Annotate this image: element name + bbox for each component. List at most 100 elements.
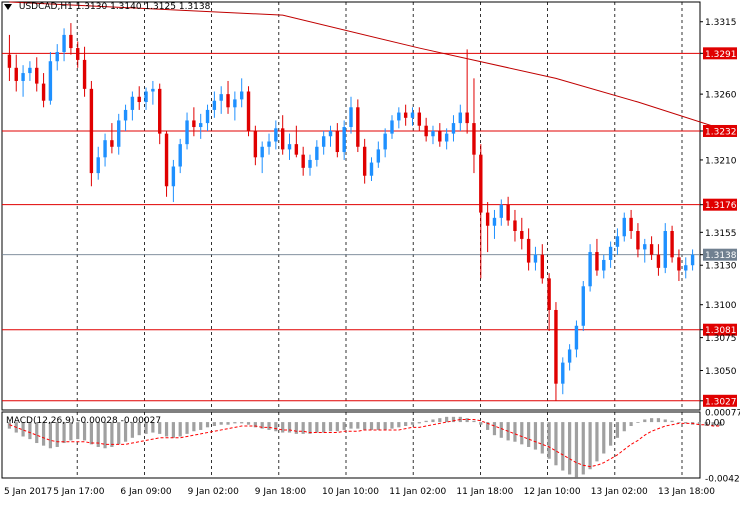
macd-histogram-bar	[451, 416, 456, 423]
macd-histogram-bar	[383, 422, 387, 430]
macd-main-value: -0.00028	[77, 416, 118, 426]
candle-body	[403, 112, 408, 118]
macd-histogram-bar	[363, 422, 367, 430]
x-tick-label: 5 Jan 2017	[4, 487, 52, 497]
macd-histogram-bar	[89, 422, 93, 445]
macd-histogram-bar	[615, 422, 620, 438]
macd-histogram-bar	[151, 422, 155, 433]
macd-histogram-bar	[158, 422, 162, 434]
macd-histogram-bar	[205, 422, 210, 428]
candle-body	[178, 144, 182, 167]
macd-histogram-bar	[164, 422, 169, 437]
macd-histogram-bar	[41, 422, 46, 446]
candle-body	[472, 123, 476, 155]
candle-body	[260, 146, 264, 158]
macd-histogram-bar	[62, 422, 66, 444]
macd-histogram-bar	[643, 419, 647, 423]
macd-histogram-bar	[684, 422, 688, 424]
level-price-label: 1.3027	[705, 397, 737, 407]
macd-histogram-bar	[595, 422, 599, 462]
macd-histogram-bar	[663, 419, 667, 423]
candle-body	[205, 109, 210, 124]
candle-body	[212, 100, 217, 110]
candle-body	[158, 88, 162, 134]
candle-body	[349, 107, 353, 128]
candle-body	[267, 141, 271, 147]
candle-body	[690, 254, 695, 266]
candle-body	[431, 130, 435, 137]
macd-histogram-bar	[622, 422, 626, 432]
macd-histogram-bar	[315, 422, 319, 433]
candle-body	[7, 54, 12, 68]
macd-histogram-bar	[397, 422, 401, 428]
macd-histogram-bar	[574, 422, 579, 478]
y-tick-label: 1.3100	[705, 301, 737, 311]
candle-body	[677, 257, 681, 271]
macd-histogram-bar	[260, 422, 264, 429]
macd-histogram-bar	[335, 422, 339, 432]
candle-body	[130, 96, 135, 110]
macd-histogram-bar	[342, 422, 346, 430]
candle-body	[280, 128, 285, 150]
macd-histogram-bar	[410, 422, 415, 425]
candle-body	[294, 144, 299, 155]
macd-histogram-bar	[212, 422, 216, 427]
macd-histogram-bar	[48, 422, 53, 449]
macd-histogram-bar	[649, 418, 654, 423]
candle-body	[246, 91, 251, 131]
candle-body	[492, 217, 497, 226]
candle-body	[622, 217, 626, 237]
candle-body	[239, 91, 244, 100]
candle-body	[520, 231, 524, 239]
candle-body	[554, 309, 558, 384]
level-price-box	[703, 394, 737, 407]
macd-histogram-bar	[246, 422, 251, 425]
macd-histogram-bar	[281, 422, 285, 433]
candle-body	[137, 96, 141, 103]
symbol-label: USDCAD,H1	[18, 2, 73, 12]
candle-body	[547, 278, 551, 310]
candle-body	[390, 120, 394, 134]
candle-body	[321, 136, 326, 147]
macd-signal-value: -0.00027	[120, 416, 162, 426]
candle-body	[185, 120, 189, 145]
macd-histogram-bar	[527, 422, 531, 447]
macd-histogram-bar	[568, 422, 572, 475]
macd-histogram-bar	[561, 422, 565, 471]
macd-histogram-bar	[520, 422, 524, 445]
x-tick-label: 6 Jan 09:00	[120, 487, 172, 497]
macd-histogram-bar	[7, 422, 12, 429]
macd-histogram-bar	[137, 422, 141, 436]
candle-body	[35, 67, 39, 84]
candle-body	[424, 125, 428, 137]
candle-body	[397, 112, 401, 121]
macd-histogram-bar	[69, 422, 73, 441]
macd-histogram-bar	[472, 420, 476, 423]
macd-histogram-bar	[185, 422, 189, 434]
macd-histogram-bar	[82, 422, 87, 441]
candle-body	[649, 244, 654, 255]
candle-body	[684, 265, 688, 271]
macd-histogram-bar	[588, 422, 592, 470]
candle-body	[103, 140, 107, 158]
y-tick-label: 1.3050	[705, 367, 737, 377]
macd-histogram-bar	[28, 422, 32, 440]
macd-histogram-bar	[438, 418, 442, 423]
macd-histogram-bar	[636, 422, 640, 423]
candle-body	[274, 128, 278, 142]
candle-body	[369, 162, 374, 176]
macd-histogram-bar	[144, 422, 148, 434]
x-tick-label: 11 Jan 02:00	[389, 487, 446, 497]
triangle-down-icon[interactable]	[4, 3, 12, 10]
candle-body	[219, 94, 223, 101]
macd-histogram-bar	[492, 422, 497, 436]
candle-body	[342, 127, 346, 153]
macd-histogram-bar	[199, 422, 203, 430]
macd-histogram-bar	[376, 422, 380, 430]
macd-histogram-bar	[253, 422, 257, 428]
macd-histogram-bar	[499, 422, 503, 438]
macd-histogram-bar	[417, 422, 421, 424]
macd-histogram-bar	[369, 422, 374, 430]
